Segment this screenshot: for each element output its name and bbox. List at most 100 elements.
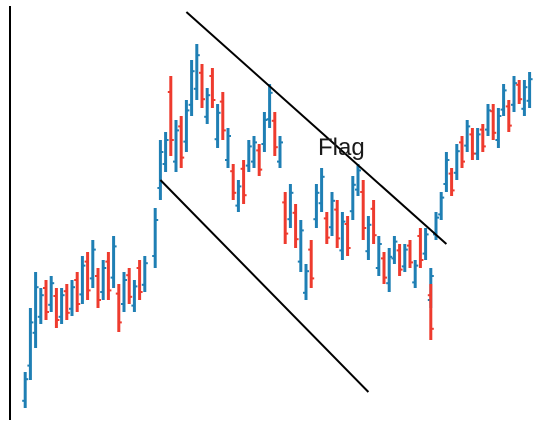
up-bar-27 bbox=[261, 112, 268, 152]
down-bar-12 bbox=[199, 64, 205, 108]
down-bar-32 bbox=[448, 168, 455, 196]
up-bar-15 bbox=[157, 140, 164, 200]
up-bar-31 bbox=[297, 220, 304, 272]
down-bar-14 bbox=[219, 92, 226, 140]
up-bar-11 bbox=[121, 272, 127, 312]
up-bar-6 bbox=[69, 280, 75, 316]
up-bar-25 bbox=[245, 140, 252, 172]
up-bar-17 bbox=[173, 120, 179, 172]
down-bar-13 bbox=[209, 68, 216, 108]
down-bar-31 bbox=[427, 284, 434, 340]
up-bar-35 bbox=[329, 192, 335, 236]
down-bar-22 bbox=[323, 212, 330, 244]
up-bar-55 bbox=[500, 84, 507, 116]
trendlines bbox=[159, 11, 448, 393]
up-bar-26 bbox=[251, 136, 257, 168]
down-bar-29 bbox=[407, 240, 413, 268]
down-bar-34 bbox=[469, 128, 476, 160]
down-bar-28 bbox=[396, 244, 403, 276]
up-bar-34 bbox=[318, 168, 325, 212]
down-bar-0 bbox=[43, 280, 49, 320]
down-bar-21 bbox=[308, 240, 315, 288]
up-bar-45 bbox=[422, 228, 429, 260]
up-bar-16 bbox=[162, 132, 169, 172]
up-bar-53 bbox=[485, 104, 491, 136]
down-bar-35 bbox=[479, 124, 486, 152]
up-bar-30 bbox=[287, 184, 294, 228]
up-bar-8 bbox=[89, 240, 96, 288]
up-bar-29 bbox=[277, 136, 283, 168]
up-bar-54 bbox=[495, 108, 502, 148]
down-bar-27 bbox=[381, 252, 387, 284]
up-bar-38 bbox=[355, 164, 361, 196]
up-bar-4 bbox=[48, 276, 55, 312]
up-bar-13 bbox=[141, 256, 148, 292]
up-bar-58 bbox=[526, 72, 533, 108]
down-bar-25 bbox=[360, 180, 367, 240]
up-bar-21 bbox=[204, 88, 211, 124]
up-bar-51 bbox=[464, 120, 471, 152]
down-bar-37 bbox=[505, 100, 512, 132]
up-bar-39 bbox=[365, 216, 372, 260]
trendline-lower bbox=[159, 179, 370, 393]
down-bar-11 bbox=[178, 116, 185, 168]
up-bar-2 bbox=[32, 272, 39, 348]
up-bar-33 bbox=[313, 184, 320, 228]
down-bar-30 bbox=[417, 228, 424, 268]
down-bar-5 bbox=[95, 268, 101, 308]
down-bar-38 bbox=[516, 80, 523, 104]
up-bar-52 bbox=[474, 128, 481, 160]
up-bar-36 bbox=[339, 212, 346, 260]
down-bar-17 bbox=[256, 144, 263, 176]
up-bar-57 bbox=[521, 80, 528, 116]
up-bar-9 bbox=[100, 260, 107, 300]
down-bar-10 bbox=[167, 76, 174, 156]
up-bar-48 bbox=[438, 192, 445, 220]
down-bar-9 bbox=[136, 260, 143, 300]
down-bar-3 bbox=[74, 272, 81, 312]
price-bars bbox=[22, 44, 533, 408]
down-bar-24 bbox=[344, 216, 351, 256]
up-bar-18 bbox=[183, 100, 190, 152]
down-bar-1 bbox=[53, 288, 60, 328]
up-bar-22 bbox=[214, 104, 221, 148]
up-bar-19 bbox=[188, 60, 195, 116]
up-bar-44 bbox=[412, 260, 419, 288]
up-bar-7 bbox=[79, 256, 86, 304]
up-bar-12 bbox=[131, 280, 138, 312]
up-bar-23 bbox=[225, 128, 231, 168]
up-bar-49 bbox=[443, 152, 450, 192]
down-bar-33 bbox=[459, 136, 465, 168]
up-bar-40 bbox=[375, 236, 382, 276]
up-bar-56 bbox=[511, 76, 517, 112]
trendline-upper bbox=[185, 11, 448, 245]
down-bar-20 bbox=[292, 204, 299, 248]
down-bar-16 bbox=[240, 160, 247, 204]
up-bar-1 bbox=[27, 308, 34, 380]
up-bar-20 bbox=[193, 44, 200, 100]
down-bar-23 bbox=[334, 200, 341, 248]
up-bar-10 bbox=[110, 236, 117, 288]
down-bar-2 bbox=[63, 284, 70, 320]
down-bar-19 bbox=[282, 192, 289, 244]
up-bar-41 bbox=[386, 248, 393, 292]
down-bar-18 bbox=[271, 112, 278, 156]
up-bar-28 bbox=[266, 84, 273, 128]
flag-annotation: Flag bbox=[318, 134, 365, 161]
down-bar-8 bbox=[126, 268, 133, 304]
up-bar-32 bbox=[303, 264, 309, 300]
up-bar-42 bbox=[391, 236, 398, 264]
up-bar-14 bbox=[152, 208, 159, 268]
up-bar-43 bbox=[401, 244, 408, 272]
up-bar-24 bbox=[235, 180, 242, 212]
up-bar-37 bbox=[349, 176, 356, 220]
down-bar-6 bbox=[105, 252, 112, 300]
up-bar-0 bbox=[22, 372, 29, 408]
down-bar-4 bbox=[84, 252, 91, 300]
up-bar-50 bbox=[453, 144, 460, 180]
down-bar-36 bbox=[490, 104, 497, 140]
up-bar-3 bbox=[37, 288, 44, 324]
down-bar-26 bbox=[370, 200, 377, 244]
up-bar-5 bbox=[58, 288, 65, 324]
